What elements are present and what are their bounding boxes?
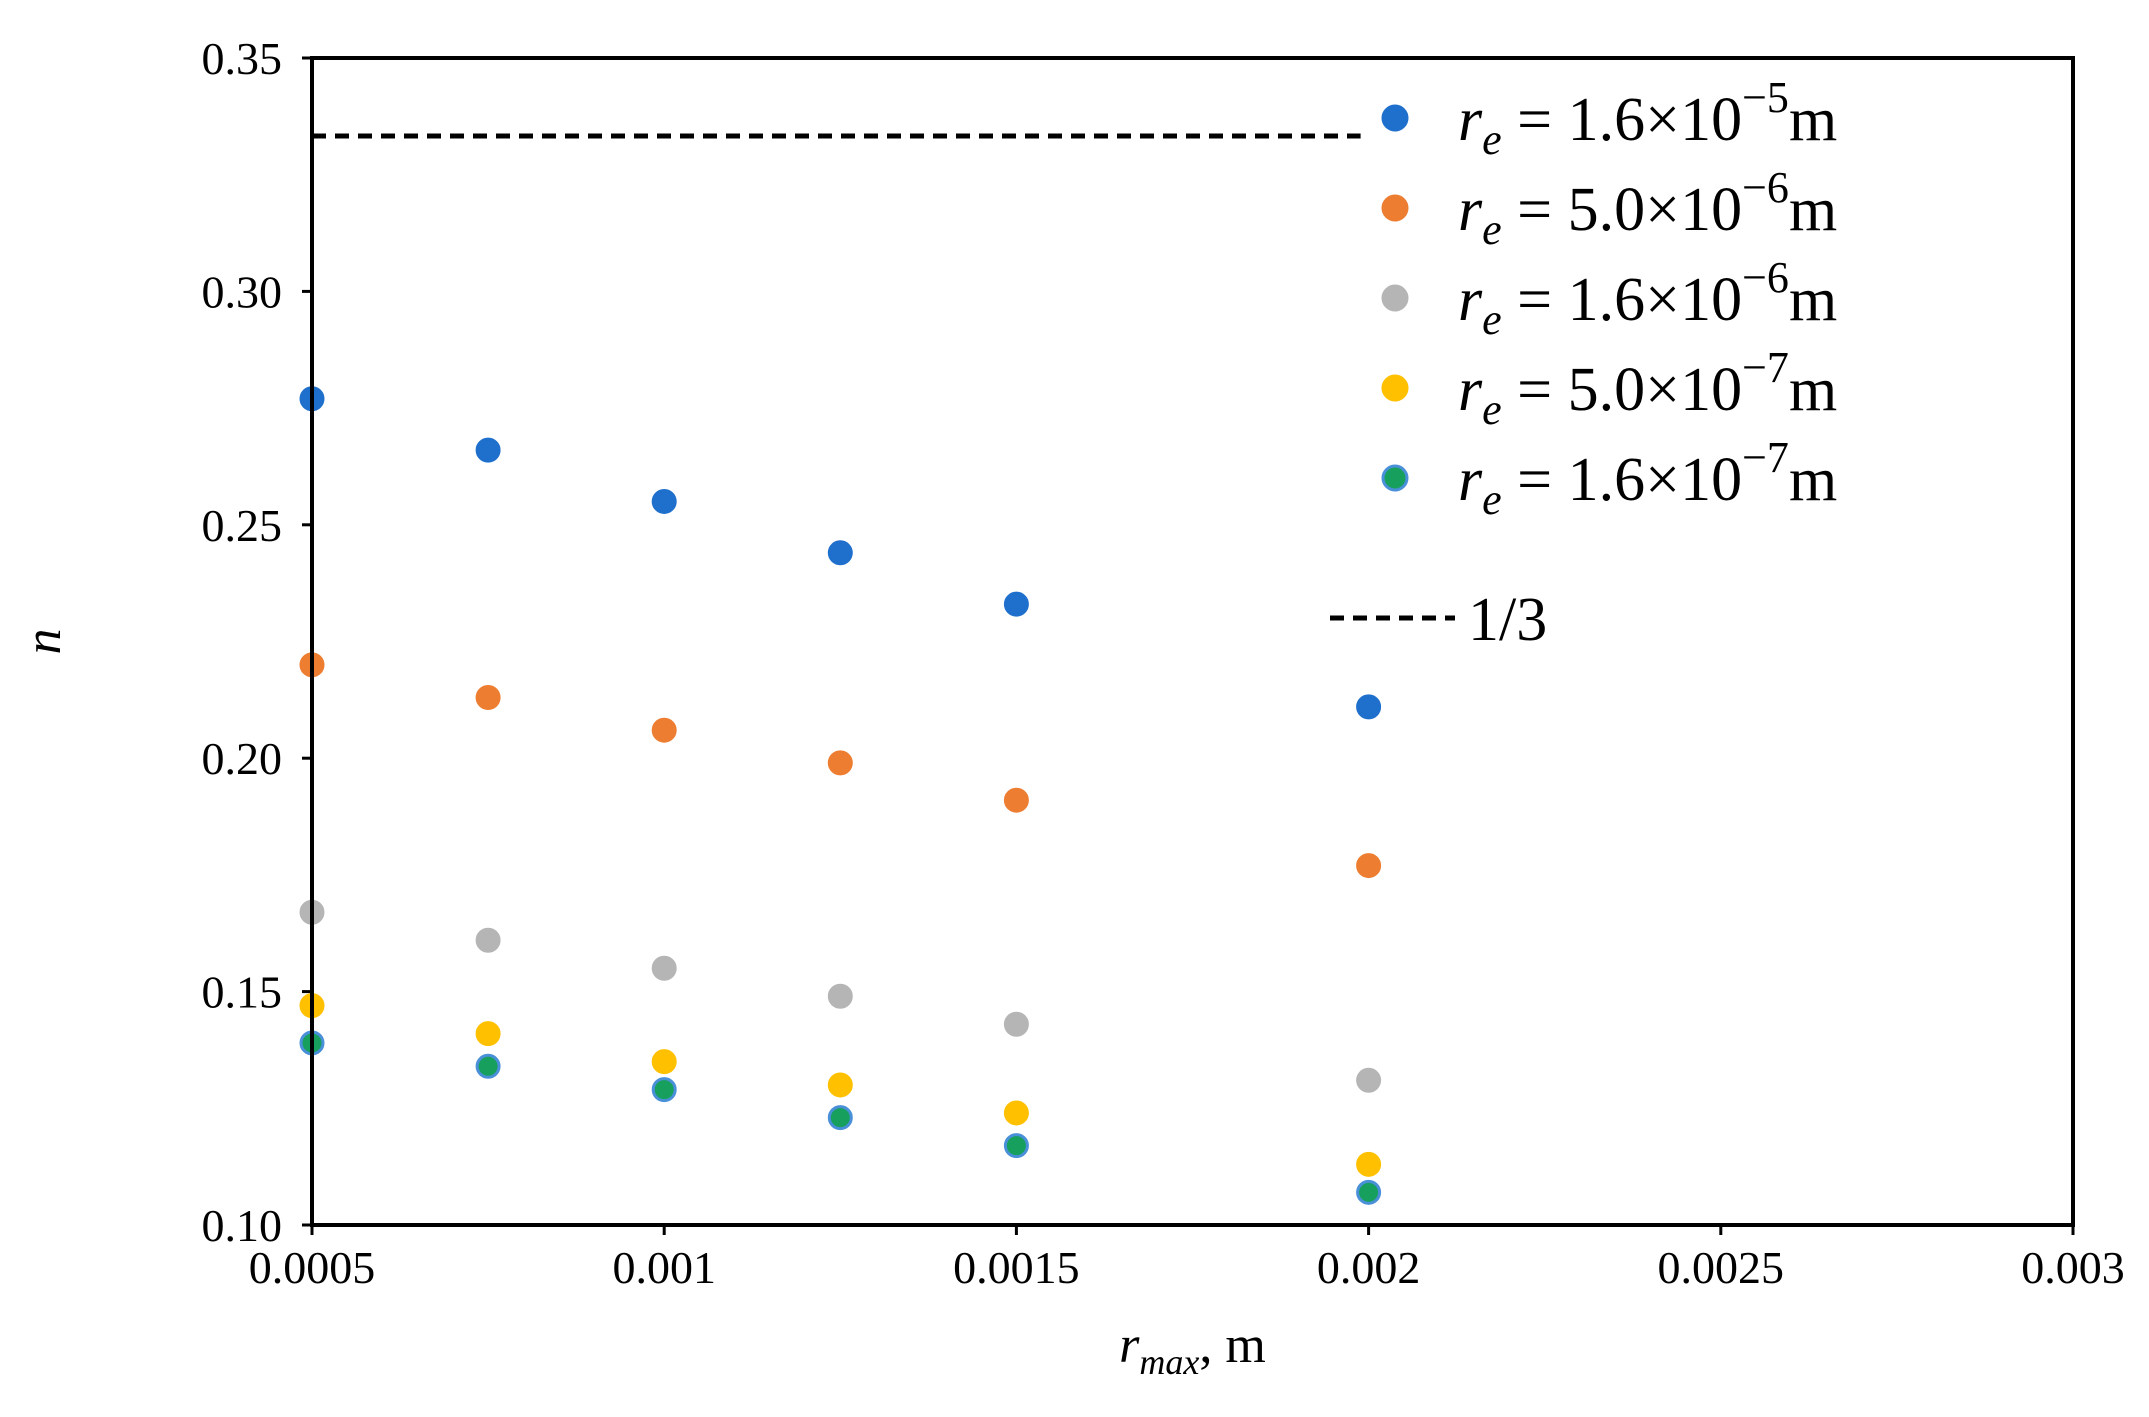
legend-label-part-unit: m bbox=[1789, 86, 1837, 154]
data-point-series-5 bbox=[651, 1077, 677, 1103]
y-tick-label: 0.30 bbox=[202, 266, 283, 317]
legend-label-part-eq: = bbox=[1502, 266, 1568, 334]
legend-label-reference-line: 1/3 bbox=[1468, 586, 1547, 654]
data-point-series-3 bbox=[651, 955, 677, 981]
x-axis-label-var: r bbox=[1119, 1317, 1140, 1374]
legend-label-part-unit: m bbox=[1789, 176, 1837, 244]
x-tick-label: 0.003 bbox=[2021, 1242, 2125, 1293]
data-point-series-1 bbox=[1003, 591, 1029, 617]
legend-label-part-sub: e bbox=[1482, 295, 1502, 344]
data-point-series-1 bbox=[475, 437, 501, 463]
data-point-series-5 bbox=[827, 1105, 853, 1131]
legend-label-part-exp: −5 bbox=[1742, 73, 1789, 122]
legend-label-part-eq: = bbox=[1502, 176, 1568, 244]
legend-label-part-mant: 1.6×10 bbox=[1568, 266, 1742, 334]
data-point-series-3 bbox=[475, 927, 501, 953]
legend-label-part-sym: r bbox=[1458, 356, 1483, 424]
x-axis-label: rmax, m bbox=[1119, 1317, 1266, 1382]
legend-label-part-mant: 5.0×10 bbox=[1568, 356, 1742, 424]
data-point-series-3 bbox=[1003, 1011, 1029, 1037]
legend-label-part-exp: −7 bbox=[1742, 433, 1789, 482]
y-axis-ticks: 0.10 0.15 0.20 0.25 0.30 0.35 bbox=[202, 33, 312, 1251]
x-tick-label: 0.001 bbox=[612, 1242, 716, 1293]
legend-label-part-sub: e bbox=[1482, 205, 1502, 254]
x-tick-label: 0.002 bbox=[1317, 1242, 1421, 1293]
y-axis-label: n bbox=[15, 629, 72, 655]
data-point-series-1 bbox=[827, 540, 853, 566]
x-axis-label-sub: max bbox=[1139, 1342, 1199, 1382]
legend-label-part-mant: 5.0×10 bbox=[1568, 176, 1742, 244]
legend-label-part-sub: e bbox=[1482, 385, 1502, 434]
data-point-series-3 bbox=[827, 983, 853, 1009]
data-point-series-2 bbox=[827, 750, 853, 776]
data-point-series-4 bbox=[651, 1049, 677, 1075]
y-tick-label: 0.15 bbox=[202, 967, 283, 1018]
data-point-series-5 bbox=[1003, 1133, 1029, 1159]
legend-marker-series-5 bbox=[1381, 464, 1409, 492]
data-point-series-4 bbox=[827, 1072, 853, 1098]
x-tick-label: 0.0025 bbox=[1658, 1242, 1785, 1293]
plot-area-frame bbox=[310, 56, 2075, 1227]
legend-label-series-4: re = 5.0×10−7m bbox=[1458, 343, 1837, 434]
legend-label-part-unit: m bbox=[1789, 446, 1837, 514]
legend-label-series-5: re = 1.6×10−7m bbox=[1458, 433, 1837, 524]
data-point-series-4 bbox=[1356, 1151, 1382, 1177]
legend-label-part-sym: r bbox=[1458, 176, 1483, 244]
data-point-series-5 bbox=[475, 1053, 501, 1079]
legend-label-series-1: re = 1.6×10−5m bbox=[1458, 73, 1837, 164]
y-tick-label: 0.10 bbox=[202, 1200, 283, 1251]
data-point-series-2 bbox=[475, 685, 501, 711]
data-point-series-1 bbox=[651, 488, 677, 514]
data-point-series-2 bbox=[651, 717, 677, 743]
data-point-series-2 bbox=[1003, 787, 1029, 813]
data-point-series-4 bbox=[475, 1021, 501, 1047]
legend-marker-series-2 bbox=[1381, 194, 1409, 222]
legend-label-part-sub: e bbox=[1482, 475, 1502, 524]
data-point-series-4 bbox=[1003, 1100, 1029, 1126]
legend-label-part-sym: r bbox=[1458, 446, 1483, 514]
legend-label-part-mant: 1.6×10 bbox=[1568, 446, 1742, 514]
y-tick-label: 0.25 bbox=[202, 500, 283, 551]
legend-label-part-unit: m bbox=[1789, 356, 1837, 424]
legend-label-series-3: re = 1.6×10−6m bbox=[1458, 253, 1837, 344]
legend-label-part-unit: m bbox=[1789, 266, 1837, 334]
legend-marker-series-3 bbox=[1381, 284, 1409, 312]
legend-label-part-mant: 1.6×10 bbox=[1568, 86, 1742, 154]
legend-label-part-sym: r bbox=[1458, 86, 1483, 154]
legend-label-part-sym: r bbox=[1458, 266, 1483, 334]
y-tick-label: 0.20 bbox=[202, 733, 283, 784]
legend-label-part-exp: −6 bbox=[1742, 163, 1789, 212]
legend-label-part-exp: −7 bbox=[1742, 343, 1789, 392]
data-point-series-5 bbox=[1356, 1179, 1382, 1205]
x-axis-label-unit: , m bbox=[1199, 1317, 1265, 1374]
legend-label-part-eq: = bbox=[1502, 86, 1568, 154]
legend-label-part-exp: −6 bbox=[1742, 253, 1789, 302]
legend-label-part-sub: e bbox=[1482, 115, 1502, 164]
x-tick-label: 0.0005 bbox=[249, 1242, 376, 1293]
legend-label-part-eq: = bbox=[1502, 356, 1568, 424]
data-point-series-2 bbox=[1356, 853, 1382, 879]
x-axis-ticks: 0.0005 0.001 0.0015 0.002 0.0025 0.003 bbox=[249, 1225, 2125, 1293]
x-tick-label: 0.0015 bbox=[953, 1242, 1080, 1293]
legend-label-series-2: re = 5.0×10−6m bbox=[1458, 163, 1837, 254]
data-point-series-3 bbox=[1356, 1067, 1382, 1093]
legend-marker-series-4 bbox=[1381, 374, 1409, 402]
legend-label-part-eq: = bbox=[1502, 446, 1568, 514]
data-point-series-1 bbox=[1356, 694, 1382, 720]
y-tick-label: 0.35 bbox=[202, 33, 283, 84]
legend-marker-series-1 bbox=[1381, 104, 1409, 132]
